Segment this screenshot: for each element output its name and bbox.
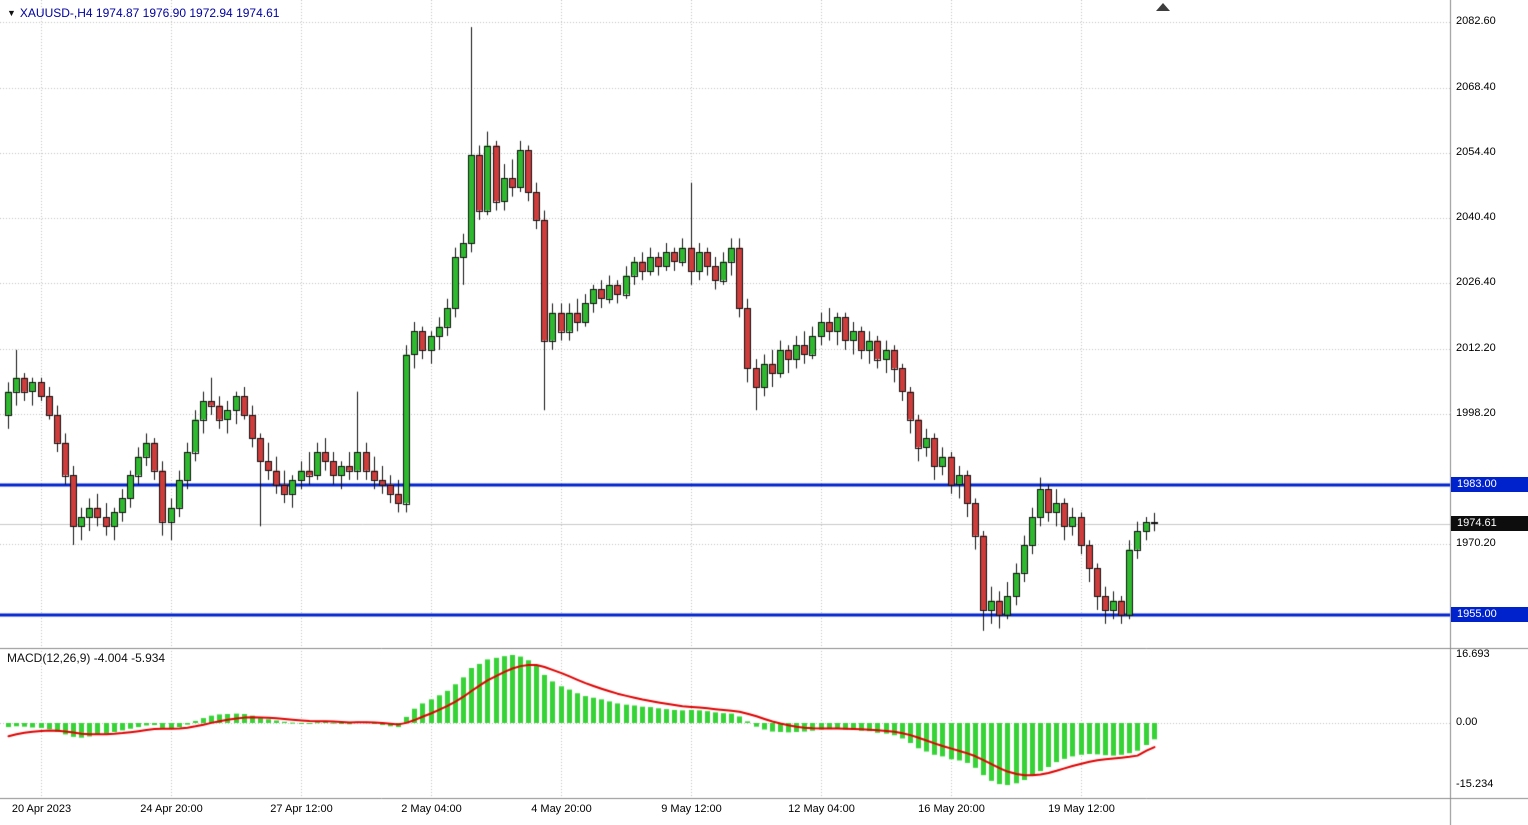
price-axis-label: 2040.40 (1456, 210, 1496, 223)
price-axis-label: 2012.20 (1456, 341, 1496, 354)
macd-indicator-label: MACD(12,26,9) -4.004 -5.934 (7, 651, 165, 665)
macd-axis-label: 16.693 (1456, 647, 1490, 660)
price-axis-label: 2068.40 (1456, 80, 1496, 93)
price-axis-label: 2082.60 (1456, 15, 1496, 27)
time-axis-label: 27 Apr 12:00 (270, 803, 333, 815)
price-line-tag[interactable]: 1983.00 (1451, 476, 1528, 492)
macd-axis-label: 0.00 (1456, 716, 1478, 728)
time-axis-label: 2 May 04:00 (401, 803, 462, 815)
chart-header: ▼ XAUUSD-,H4 1974.87 1976.90 1972.94 1974… (7, 6, 279, 20)
macd-indicator-name: MACD(12,26,9) (7, 651, 91, 665)
price-axis-label: 2054.40 (1456, 145, 1496, 158)
time-axis-label: 16 May 20:00 (918, 803, 985, 815)
time-axis-label: 19 May 12:00 (1048, 803, 1115, 815)
symbol-ohlc-text: XAUUSD-,H4 1974.87 1976.90 1972.94 1974.… (19, 6, 280, 20)
time-axis-label: 4 May 20:00 (531, 803, 592, 815)
chart-shift-marker[interactable] (1156, 3, 1170, 11)
time-axis-label: 24 Apr 20:00 (140, 803, 203, 815)
macd-indicator-values: -4.004 -5.934 (93, 651, 166, 665)
price-axis-label: 2026.40 (1456, 275, 1496, 288)
time-axis-label: 20 Apr 2023 (11, 803, 72, 815)
price-line-tag[interactable]: 1955.00 (1451, 606, 1528, 622)
current-price-tag: 1974.61 (1451, 515, 1528, 531)
price-axis-label: 1970.20 (1456, 536, 1496, 549)
time-axis-label: 9 May 12:00 (661, 803, 722, 815)
symbol-dropdown-icon[interactable]: ▼ (7, 8, 16, 18)
price-axis-label: 1998.20 (1456, 406, 1496, 419)
time-axis-label: 12 May 04:00 (788, 803, 855, 815)
macd-axis-label: -15.234 (1456, 778, 1494, 791)
